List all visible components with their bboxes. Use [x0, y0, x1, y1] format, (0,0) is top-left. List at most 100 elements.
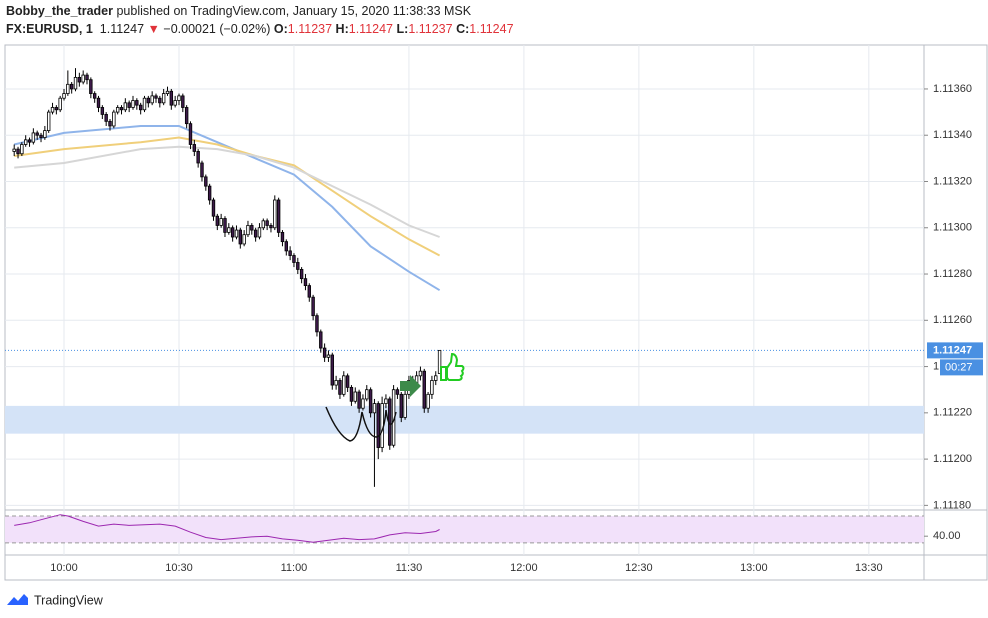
- candle-body: [77, 76, 82, 83]
- candle-body: [422, 370, 426, 409]
- green-arrow: [400, 375, 421, 397]
- y-tick-label: 1.11180: [933, 499, 971, 511]
- candle-body: [158, 97, 162, 104]
- y-tick-label: 1.11300: [933, 222, 972, 234]
- candle-body: [161, 93, 166, 104]
- candle-body: [108, 120, 112, 127]
- candle-body: [330, 354, 334, 386]
- candle-body: [296, 262, 300, 270]
- symbol-line: FX:EURUSD, 1 1.11247 ▼ −0.00021 (−0.02%)…: [6, 22, 514, 36]
- candle-body: [46, 111, 51, 131]
- candle-body: [131, 100, 135, 108]
- moving-average: [13, 125, 441, 292]
- candle-body: [112, 111, 116, 127]
- candle-body: [138, 104, 143, 111]
- candle-body: [326, 354, 331, 358]
- candle-body: [207, 185, 212, 201]
- candle-body: [280, 231, 285, 243]
- ohlc-value: 1.11237: [287, 22, 333, 36]
- candle-body: [27, 139, 32, 143]
- candle-body: [311, 296, 315, 317]
- candle-body: [288, 250, 292, 256]
- candle-body: [181, 95, 185, 108]
- candle-body: [238, 229, 243, 245]
- candle-body: [204, 176, 208, 187]
- candle-body: [169, 90, 174, 106]
- candle-body: [188, 123, 193, 145]
- candle-body: [353, 391, 357, 402]
- zone: [5, 405, 924, 434]
- candle-body: [115, 107, 120, 113]
- candle-body: [123, 102, 128, 111]
- candle-body: [334, 380, 338, 386]
- candle-body: [284, 241, 288, 252]
- candle-body: [292, 255, 296, 263]
- ohlc: O:1.11237 H:1.11247 L:1.11237 C:1.11247: [274, 22, 514, 36]
- ohlc-value: 1.11237: [408, 22, 453, 36]
- candle-body: [31, 132, 36, 143]
- ohlc-key: C:: [456, 22, 470, 36]
- candle-body: [23, 139, 28, 145]
- candle-body: [315, 315, 319, 333]
- candle-body: [399, 393, 403, 418]
- x-tick-label: 13:30: [855, 562, 883, 574]
- author: Bobby_the_trader: [6, 4, 113, 18]
- candle-body: [418, 370, 423, 377]
- y-tick-label: 1.11200: [933, 453, 972, 465]
- candle-body: [242, 234, 246, 245]
- candle-body: [81, 74, 85, 83]
- candle-body: [403, 393, 407, 418]
- candle-body: [215, 215, 220, 226]
- candle-body: [250, 225, 254, 231]
- frame: [4, 44, 988, 581]
- x-tick-label: 12:00: [510, 562, 538, 574]
- candle-body: [345, 375, 350, 388]
- x-tick-label: 11:00: [281, 562, 308, 574]
- arrow: ▼: [147, 22, 160, 36]
- countdown: 00:27: [945, 361, 973, 373]
- last: 1.11247: [99, 22, 145, 36]
- candle-body: [273, 199, 277, 229]
- candle-body: [303, 278, 308, 286]
- candle-body: [437, 349, 442, 374]
- candle-body: [16, 148, 20, 155]
- candle-body: [338, 380, 342, 395]
- candle-body: [265, 220, 269, 226]
- candle-body: [43, 130, 47, 138]
- ohlc-key: H:: [335, 22, 349, 36]
- candle-body: [430, 380, 434, 395]
- y-tick-label: 1.11220: [933, 407, 972, 419]
- rsi-line: [14, 514, 440, 543]
- candle-body: [269, 225, 273, 229]
- x-tick-label: 11:30: [396, 562, 423, 574]
- candle-body: [211, 199, 216, 217]
- thumbs-up: [440, 352, 465, 381]
- ohlc-value: 1.11247: [348, 22, 394, 36]
- candle-body: [12, 148, 16, 152]
- candle-body: [434, 375, 438, 381]
- candle-body: [368, 389, 373, 414]
- candle-body: [426, 393, 430, 409]
- candle-body: [20, 144, 24, 155]
- x-tick-label: 13:00: [740, 562, 768, 574]
- y-tick-label: 1.11360: [933, 83, 972, 95]
- candle-body: [200, 162, 204, 178]
- candle-body: [357, 391, 361, 409]
- candle-body: [230, 227, 235, 238]
- candle-body: [69, 83, 74, 90]
- moving-average: [14, 136, 441, 257]
- candle-body: [349, 386, 354, 402]
- price-label: 1.11247: [933, 344, 972, 356]
- candle-body: [234, 229, 239, 238]
- candle-body: [299, 269, 304, 280]
- candle-body: [395, 389, 400, 395]
- candle-body: [319, 331, 323, 349]
- rsi-band: [5, 516, 924, 543]
- candle-body: [154, 95, 158, 99]
- rsi-tick-label: 40.00: [933, 530, 961, 542]
- candle-body: [261, 220, 266, 229]
- y-tick-label: 1.11260: [933, 314, 972, 326]
- candle-body: [223, 218, 227, 233]
- change: −0.00021 (−0.02%): [163, 22, 271, 36]
